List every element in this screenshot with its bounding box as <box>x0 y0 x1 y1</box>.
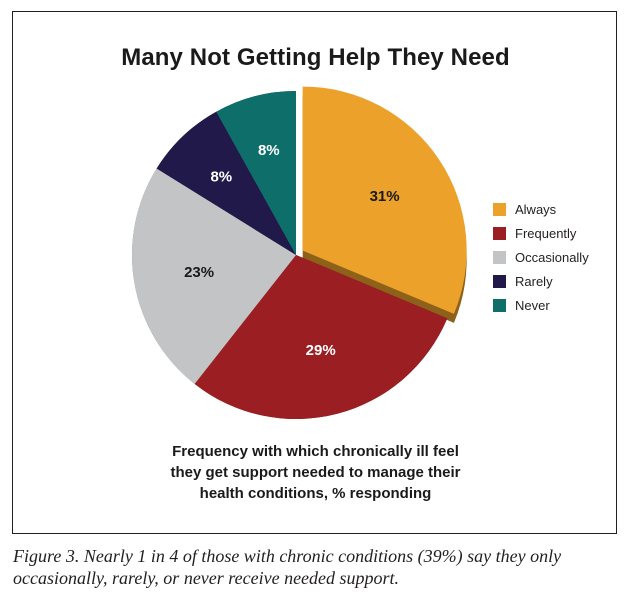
legend-item-frequently: Frequently <box>493 221 589 245</box>
legend-swatch-rarely <box>493 274 506 288</box>
legend-item-rarely: Rarely <box>493 269 589 293</box>
legend-label-never: Never <box>515 297 550 313</box>
legend-item-always: Always <box>493 197 589 221</box>
chart-subtitle-line: health conditions, % responding <box>199 485 432 502</box>
chart-title: Many Not Getting Help They Need <box>121 44 510 71</box>
pie-slice-occasionally <box>132 168 296 384</box>
chart-legend: Always Frequently Occasionally Rarely Ne… <box>493 197 589 317</box>
legend-label-frequently: Frequently <box>515 225 577 241</box>
pie-value-label-occasionally: 23% <box>184 264 214 281</box>
pie-slice-never <box>216 91 296 255</box>
legend-item-never: Never <box>493 293 589 317</box>
pie-value-label-frequently: 29% <box>306 342 336 359</box>
chart-subtitle: Frequency with which chronically ill fee… <box>90 441 541 504</box>
legend-label-always: Always <box>515 201 557 217</box>
chart-subtitle-line: they get support needed to manage their <box>170 464 461 481</box>
pie-value-label-rarely: 8% <box>210 169 232 186</box>
legend-swatch-never <box>493 298 506 312</box>
pie-slice-always <box>302 86 467 314</box>
legend-swatch-occasionally <box>493 250 506 264</box>
chart-subtitle-line: Frequency with which chronically ill fee… <box>172 443 459 460</box>
pie-value-label-always: 31% <box>370 188 400 205</box>
legend-swatch-frequently <box>493 226 506 240</box>
figure-caption: Figure 3. Nearly 1 in 4 of those with ch… <box>13 545 625 589</box>
pie-slice-frequently <box>194 255 448 420</box>
pie-value-label-never: 8% <box>258 142 280 159</box>
legend-label-rarely: Rarely <box>515 273 553 289</box>
figure-caption-line: Figure 3. Nearly 1 in 4 of those with ch… <box>13 546 562 566</box>
legend-item-occasionally: Occasionally <box>493 245 589 269</box>
legend-swatch-always <box>493 202 506 216</box>
pie-slice-rarely <box>156 111 296 255</box>
legend-label-occasionally: Occasionally <box>515 249 589 265</box>
figure-caption-line: occasionally, rarely, or never receive n… <box>13 568 400 588</box>
